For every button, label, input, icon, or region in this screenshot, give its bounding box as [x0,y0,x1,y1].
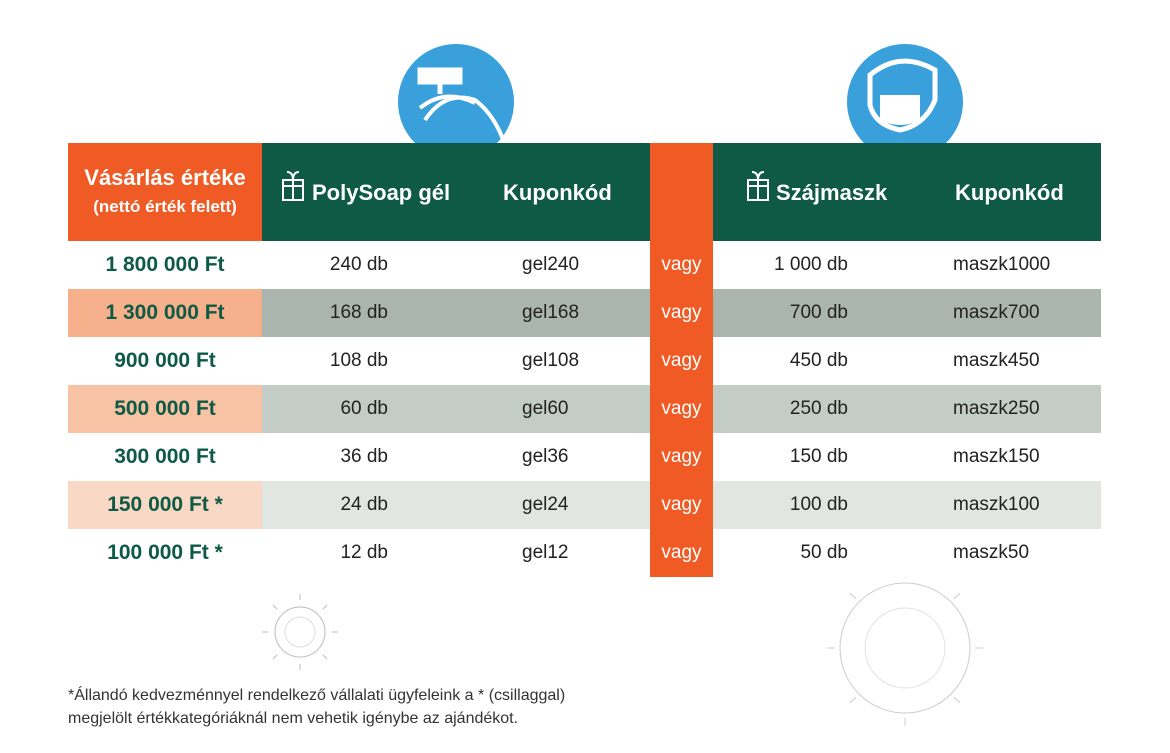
row-bg [68,529,262,577]
gel-code: gel108 [522,350,580,371]
mask-code: maszk1000 [953,254,1051,275]
or-label: vagy [661,542,702,563]
mask-count: 1 000 db [774,254,848,275]
row-bg [262,241,650,289]
row-bg [262,481,650,529]
row-bg [262,433,650,481]
gel-code: gel60 [522,398,569,419]
or-label: vagy [661,494,702,515]
row-bg [262,337,650,385]
virus-large [827,570,983,726]
mask-count: 100 db [789,494,848,515]
row-bg [68,481,262,529]
row-bg [713,289,1101,337]
gel-code: gel168 [522,302,580,323]
gel-count: 240 db [329,254,388,275]
row-bg [262,529,650,577]
column-header: Szájmaszk [776,180,888,205]
header-title: Vásárlás értéke [84,165,246,190]
gel-count: 36 db [340,446,388,467]
mask-code: maszk450 [953,350,1040,371]
or-label: vagy [661,350,702,371]
or-label: vagy [661,302,702,323]
gel-code: gel12 [522,542,569,563]
gel-count: 12 db [340,542,388,563]
gel-count: 24 db [340,494,388,515]
mask-count: 450 db [789,350,848,371]
row-bg [68,385,262,433]
mask-count: 250 db [789,398,848,419]
column-header: Kuponkód [503,180,612,205]
column-header: Kuponkód [955,180,1064,205]
gel-count: 108 db [329,350,388,371]
row-bg [68,241,262,289]
or-label: vagy [661,254,702,275]
mask-count: 700 db [789,302,848,323]
footnote: *Állandó kedvezménnyel rendelkező vállal… [68,687,566,704]
gel-count: 168 db [329,302,388,323]
row-bg [713,529,1101,577]
mask-code: maszk50 [953,542,1030,563]
mask-count: 50 db [800,542,848,563]
or-label: vagy [661,446,702,467]
or-label: vagy [661,398,702,419]
row-bg [713,241,1101,289]
row-bg [68,433,262,481]
row-bg [713,433,1101,481]
soap-icon [398,44,514,160]
mask-code: maszk150 [953,446,1040,467]
purchase-value: 100 000 Ft * [107,541,223,564]
virus-small [262,594,338,670]
gel-code: gel36 [522,446,569,467]
purchase-value: 150 000 Ft * [107,493,223,516]
column-header: PolySoap gél [312,180,451,205]
header-subtitle: (nettó érték felett) [93,197,237,216]
purchase-value: 500 000 Ft [114,397,216,420]
row-bg [713,385,1101,433]
footnote: megjelölt értékkategóriáknál nem vehetik… [68,710,519,727]
purchase-value: 900 000 Ft [114,349,216,372]
gel-code: gel240 [522,254,580,275]
row-bg [262,289,650,337]
gel-code: gel24 [522,494,569,515]
row-bg [68,337,262,385]
row-bg [262,385,650,433]
mask-code: maszk700 [953,302,1040,323]
mask-count: 150 db [789,446,848,467]
mask-code: maszk250 [953,398,1040,419]
purchase-value: 300 000 Ft [114,445,216,468]
mask-code: maszk100 [953,494,1040,515]
purchase-value: 1 800 000 Ft [105,253,225,276]
row-bg [68,289,262,337]
gel-count: 60 db [340,398,388,419]
purchase-value: 1 300 000 Ft [105,301,225,324]
row-bg [713,337,1101,385]
row-bg [713,481,1101,529]
